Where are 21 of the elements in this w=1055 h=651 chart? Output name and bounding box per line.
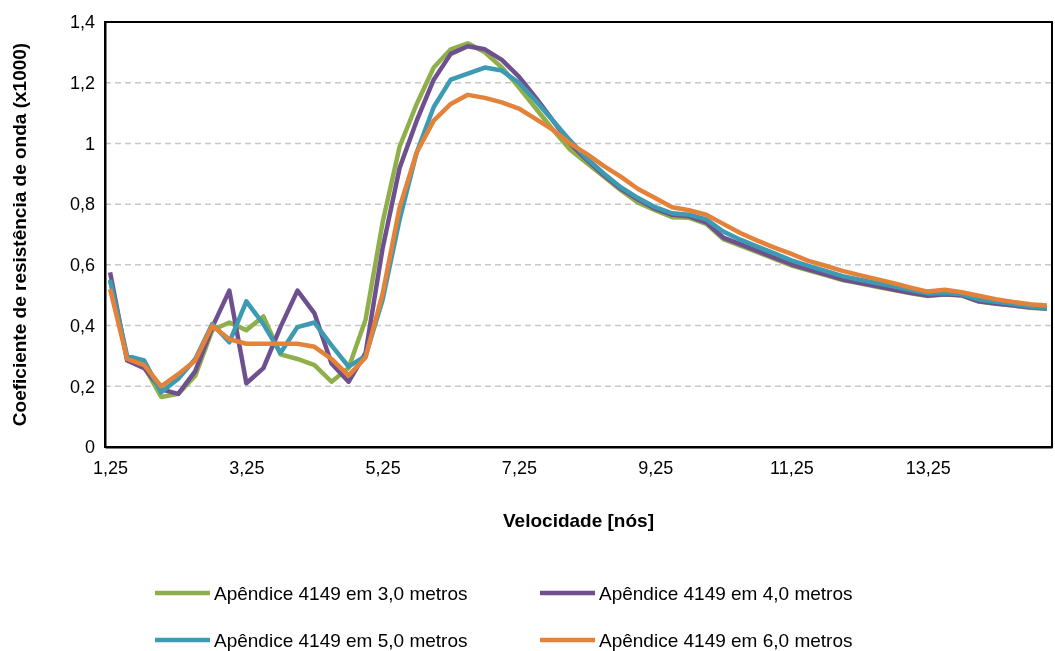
x-axis-title: Velocidade [nós] xyxy=(503,510,654,531)
y-tick-label: 0,8 xyxy=(69,194,95,215)
y-tick-label: 0,6 xyxy=(69,255,95,276)
legend-label: Apêndice 4149 em 6,0 metros xyxy=(599,630,853,651)
legend-label: Apêndice 4149 em 3,0 metros xyxy=(214,583,468,604)
y-tick-label: 0 xyxy=(84,437,95,458)
legend-label: Apêndice 4149 em 4,0 metros xyxy=(599,583,853,604)
x-tick-label: 9,25 xyxy=(638,457,674,478)
x-tick-label: 3,25 xyxy=(229,457,265,478)
legend-label: Apêndice 4149 em 5,0 metros xyxy=(214,630,468,651)
x-tick-label: 11,25 xyxy=(770,457,814,478)
y-tick-label: 0,4 xyxy=(69,315,95,336)
y-axis-title: Coeficiente de resistência de onda (x1000) xyxy=(9,42,30,427)
x-tick-label: 5,25 xyxy=(365,457,401,478)
x-tick-label: 1,25 xyxy=(93,457,129,478)
y-tick-label: 1 xyxy=(84,133,95,154)
y-tick-label: 1,2 xyxy=(69,72,95,93)
y-tick-label: 0,2 xyxy=(69,376,95,397)
y-tick-label: 1,4 xyxy=(69,12,95,33)
x-tick-label: 7,25 xyxy=(501,457,537,478)
x-tick-label: 13,25 xyxy=(905,457,951,478)
